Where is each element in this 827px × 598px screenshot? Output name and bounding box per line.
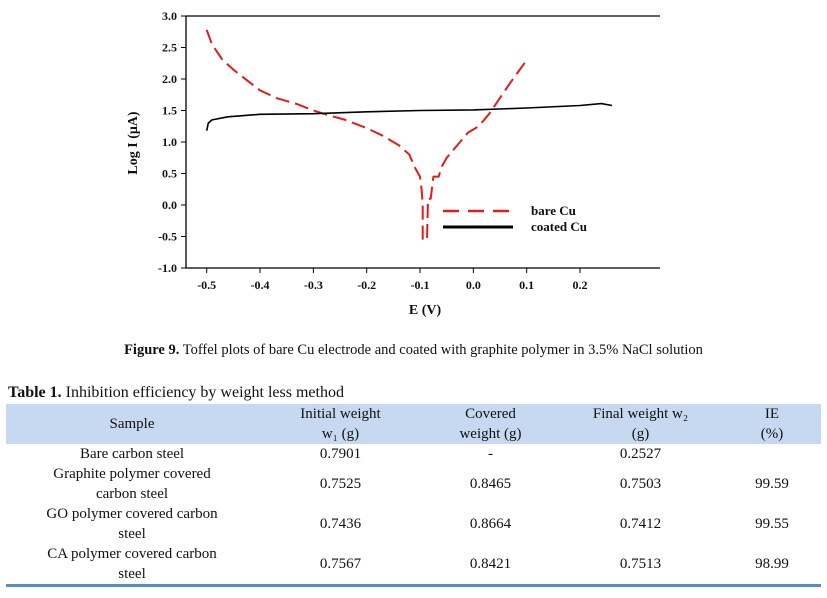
- cell-final: 0.7513: [619, 556, 662, 572]
- table-label: Table 1.: [8, 384, 62, 401]
- header-initial-weight: Initial weight w₁ (g): [258, 404, 423, 444]
- x-axis-label: E (V): [409, 303, 442, 318]
- table-row: CA polymer covered carbon steel 0.7567 0.…: [6, 544, 821, 586]
- y-axis-label: Log I (μA): [126, 111, 141, 174]
- header-ie: IE (%): [723, 404, 821, 444]
- figure-caption-text: Toffel plots of bare Cu electrode and co…: [179, 342, 703, 358]
- cell-text: steel: [118, 566, 146, 582]
- header-text: (%): [760, 426, 784, 442]
- header-text: weight (g): [459, 426, 522, 442]
- cell-text: GO polymer covered carbon: [46, 506, 218, 522]
- cell-text: Graphite polymer covered: [53, 466, 211, 482]
- cell-ie: 99.55: [755, 516, 789, 532]
- header-text: Final weight w₂: [592, 406, 689, 422]
- cell-initial: 0.7901: [319, 446, 362, 462]
- cell-text: steel: [118, 526, 146, 542]
- cell-covered: -: [488, 446, 493, 462]
- table-row: GO polymer covered carbon steel 0.7436 0.…: [6, 504, 821, 544]
- y-tick-label: 1.5: [162, 104, 177, 118]
- cell-ie: 98.99: [755, 556, 789, 572]
- cell-sample: CA polymer covered carbon steel: [6, 544, 258, 586]
- y-tick-label: 1.0: [162, 135, 177, 149]
- cell-sample: Graphite polymer covered carbon steel: [6, 464, 258, 504]
- cell-final: 0.7503: [619, 476, 662, 492]
- x-tick-label: -0.4: [251, 278, 270, 292]
- series-line-coated-cu: [205, 102, 613, 131]
- table-row: Bare carbon steel 0.7901 - 0.2527: [6, 444, 821, 464]
- header-text: (g): [631, 426, 650, 442]
- y-tick-label: -1.0: [158, 261, 177, 275]
- x-tick-label: 0.2: [573, 278, 588, 292]
- cell-final: 0.7412: [619, 516, 662, 532]
- cell-ie: 99.59: [755, 476, 789, 492]
- cell-text: Bare carbon steel: [79, 446, 185, 462]
- header-covered-weight: Covered weight (g): [423, 404, 558, 444]
- x-tick-label: -0.5: [197, 278, 216, 292]
- cell-sample: GO polymer covered carbon steel: [6, 504, 258, 544]
- x-tick-label: -0.3: [304, 278, 323, 292]
- header-text: Covered: [465, 406, 516, 422]
- header-text: IE: [764, 406, 780, 422]
- y-tick-label: 3.0: [162, 9, 177, 23]
- cell-text: CA polymer covered carbon: [47, 546, 217, 562]
- cell-initial: 0.7436: [319, 516, 362, 532]
- legend-label-coated-cu: coated Cu: [531, 219, 587, 234]
- y-tick-label: -0.5: [158, 230, 177, 244]
- x-tick-label: -0.1: [411, 278, 430, 292]
- cell-text: carbon steel: [95, 486, 169, 502]
- header-text: Initial weight: [300, 406, 381, 422]
- table-header-row: Sample Initial weight w₁ (g) Covered weigh…: [6, 404, 821, 444]
- cell-ie: [723, 444, 821, 464]
- cell-covered: 0.8664: [469, 516, 512, 532]
- header-sample: Sample: [6, 404, 258, 444]
- header-text: Sample: [109, 416, 155, 432]
- x-tick-label: 0.0: [466, 278, 481, 292]
- tafel-chart: -1.0 -0.5 0.0 0.5 1.0 1.5 2.0 2.5 3.0 -0.5 -0.4 -0.…: [126, 9, 660, 318]
- x-tick-label: 0.1: [519, 278, 534, 292]
- cell-initial: 0.7525: [319, 476, 362, 492]
- legend: bare Cu coated Cu: [443, 203, 587, 234]
- y-tick-label: 0.5: [162, 167, 177, 181]
- figure-caption: Figure 9. Toffel plots of bare Cu electr…: [0, 342, 827, 359]
- header-final-weight: Final weight w₂ (g): [558, 404, 723, 444]
- cell-sample: Bare carbon steel: [6, 444, 258, 464]
- figure-label: Figure 9.: [124, 342, 180, 358]
- y-tick-label: 0.0: [162, 198, 177, 212]
- table-title: Table 1. Inhibition efficiency by weight…: [8, 384, 344, 402]
- cell-covered: 0.8421: [469, 556, 512, 572]
- series-line-bare-cu: [205, 29, 528, 241]
- inhibition-table: Sample Initial weight w₁ (g) Covered weigh…: [6, 404, 821, 587]
- legend-label-bare-cu: bare Cu: [531, 203, 576, 218]
- y-tick-label: 2.0: [162, 72, 177, 86]
- x-tick-label: -0.2: [357, 278, 376, 292]
- y-tick-label: 2.5: [162, 41, 177, 55]
- table-row: Graphite polymer covered carbon steel 0.7…: [6, 464, 821, 504]
- cell-final: 0.2527: [619, 446, 662, 462]
- cell-initial: 0.7567: [319, 556, 362, 572]
- table-title-text: Inhibition efficiency by weight less met…: [61, 384, 344, 401]
- cell-covered: 0.8465: [469, 476, 512, 492]
- header-text: w₁ (g): [321, 426, 360, 442]
